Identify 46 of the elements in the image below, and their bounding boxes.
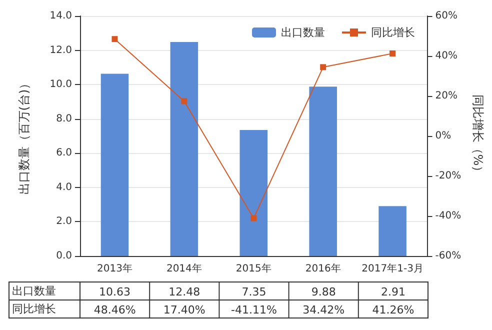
y2-tick-label: -40% [435,210,462,222]
y-tick-label: 8.0 [56,113,72,124]
bar [170,42,198,256]
y2-tick-label: 40% [435,50,458,62]
y-axis-title: 出口数量（百万(台)） [17,77,31,195]
data-label: 34.42% [302,304,345,316]
y-tick-label: 2.0 [56,216,72,228]
data-label: 10.63 [99,286,131,298]
point [320,64,326,70]
legend-label: 同比增长 [371,26,415,39]
y2-tick-label: -20% [435,170,462,182]
x-tick-label: 2014年 [166,262,202,274]
bar [240,130,268,256]
data-label: 48.46% [94,304,136,316]
data-label: 2.91 [380,286,406,298]
text: 出口数量 [12,284,56,298]
y2-axis-title: 同比增长（%） [471,94,485,178]
point [390,50,396,56]
text: 同比增长 [12,302,56,316]
data-label: 9.88 [311,286,336,298]
x-tick-label: 2013年 [97,262,132,274]
x-tick-label: 2016年 [305,262,341,274]
y-tick-label: 6.0 [56,148,72,159]
x-tick-label: 2017年1-3月 [362,262,424,274]
x-tick-label: 2015年 [236,262,272,274]
point [181,98,188,104]
y-tick-label: 14.0 [50,10,72,22]
y2-tick-label: 0% [435,130,452,142]
y-tick-label: 4.0 [56,182,72,193]
data-label: 7.35 [242,286,266,298]
bar [378,206,406,256]
y-tick-label: 12.0 [50,44,72,56]
y2-tick-label: -60% [435,250,462,262]
point [112,36,118,42]
data-label: 17.40% [163,304,206,316]
y-tick-label: 0.0 [56,250,72,262]
y2-tick-label: 20% [435,90,458,102]
data-label: -41.11% [231,304,277,316]
y-tick-label: 10.0 [50,79,72,90]
data-label: 41.26% [372,304,414,316]
bar [100,74,129,256]
data-label: 12.48 [168,286,200,298]
y2-tick-label: 60% [435,10,458,22]
point [250,215,257,222]
bar [309,86,337,256]
legend-label: 出口数量 [281,26,325,39]
